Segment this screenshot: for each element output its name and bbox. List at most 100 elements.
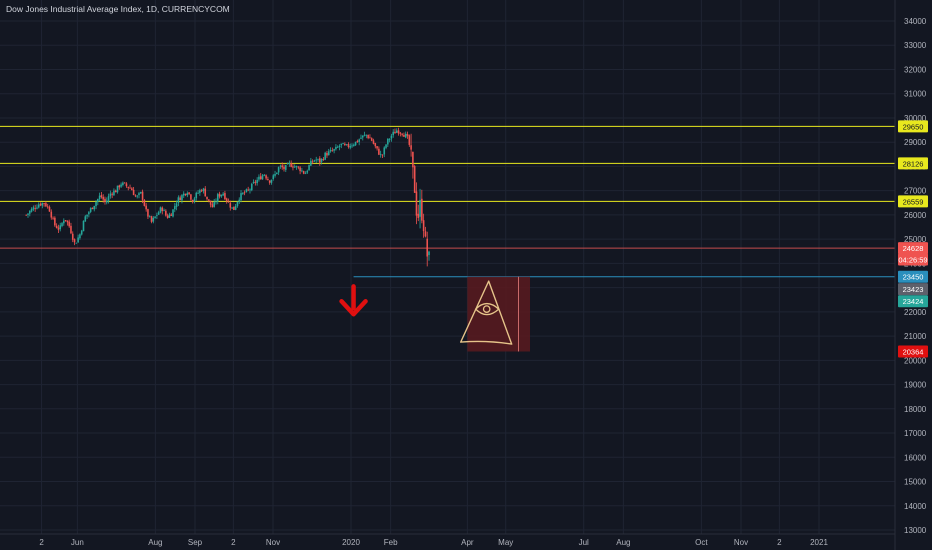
candle-body bbox=[152, 217, 155, 222]
candle-body bbox=[163, 210, 165, 212]
candle-body bbox=[134, 195, 137, 197]
price-tick-label: 14000 bbox=[904, 502, 927, 511]
candle-body bbox=[379, 154, 382, 155]
candle-body bbox=[75, 242, 78, 244]
candle-body bbox=[249, 189, 251, 191]
candle-body bbox=[306, 170, 309, 173]
price-tick-label: 21000 bbox=[904, 332, 927, 341]
candle-body bbox=[113, 190, 115, 196]
candle-body bbox=[404, 133, 407, 138]
time-tick-label: Nov bbox=[734, 538, 748, 547]
candle-body bbox=[428, 251, 430, 256]
price-tick-label: 31000 bbox=[904, 90, 927, 99]
candle-body bbox=[247, 189, 249, 191]
candle-body bbox=[401, 133, 403, 135]
triangle-sketch bbox=[459, 280, 513, 345]
candle-body bbox=[132, 189, 135, 196]
time-tick-label: Aug bbox=[616, 538, 630, 547]
candle-body bbox=[109, 193, 112, 197]
candle-body bbox=[79, 234, 81, 239]
candle-body bbox=[358, 139, 360, 142]
down-arrow-icon[interactable] bbox=[339, 284, 368, 317]
candle-body bbox=[243, 192, 246, 194]
candle-body bbox=[238, 199, 241, 202]
candle-body bbox=[281, 165, 284, 168]
candle-body bbox=[161, 207, 164, 211]
candle-body bbox=[426, 238, 429, 257]
candle-body bbox=[279, 165, 282, 167]
candle-body bbox=[225, 198, 228, 202]
candle-body bbox=[274, 173, 276, 176]
candle-body bbox=[97, 198, 99, 203]
time-tick-label: Nov bbox=[266, 538, 280, 547]
candle-body bbox=[80, 230, 83, 235]
eye-pupil-icon bbox=[482, 305, 491, 313]
candle-body bbox=[268, 180, 271, 183]
candle-body bbox=[64, 220, 67, 221]
candle-body bbox=[361, 135, 364, 138]
candle-body bbox=[145, 205, 147, 210]
candle-body bbox=[114, 190, 117, 193]
time-tick-label: 2 bbox=[777, 538, 782, 547]
candle-body bbox=[344, 143, 346, 145]
candle-body bbox=[392, 131, 394, 136]
candle-body bbox=[211, 204, 214, 208]
candle-body bbox=[199, 190, 201, 193]
time-tick-label: 2021 bbox=[810, 538, 828, 547]
candle-body bbox=[311, 161, 314, 163]
candle-body bbox=[242, 192, 244, 194]
candle-body bbox=[195, 192, 198, 199]
time-axis[interactable]: 2 Jun Aug Sep 2 Nov 2020 Feb Apr May Jul Aug Oct Nov 2… bbox=[0, 533, 895, 547]
candle-body bbox=[177, 197, 180, 203]
price-labels: 29650 28126 26559 24628 04:26:59 23450 23423 23… bbox=[898, 120, 928, 358]
candle-body bbox=[61, 223, 63, 227]
candle-body bbox=[138, 193, 140, 196]
candle-body bbox=[236, 201, 239, 207]
candle-body bbox=[123, 182, 126, 184]
candle-body bbox=[383, 147, 386, 155]
candle-body bbox=[259, 176, 262, 180]
time-tick-label: Aug bbox=[148, 538, 162, 547]
candle-body bbox=[270, 179, 273, 183]
price-label-badge bbox=[898, 157, 928, 170]
candle-body bbox=[250, 183, 253, 191]
candle-body bbox=[354, 141, 357, 146]
candle-body bbox=[216, 194, 219, 202]
price-label-badge bbox=[898, 195, 928, 208]
candle-body bbox=[256, 179, 258, 184]
candle-body bbox=[100, 195, 103, 198]
candle-body bbox=[327, 151, 330, 156]
candle-body bbox=[127, 186, 130, 188]
price-label-badge bbox=[898, 120, 928, 133]
candle-body bbox=[218, 193, 221, 197]
candle-body bbox=[422, 220, 425, 232]
candle-body bbox=[376, 146, 378, 149]
price-label-badge bbox=[898, 270, 928, 283]
candle-body bbox=[200, 190, 203, 192]
candle-body bbox=[165, 210, 167, 216]
price-tick-label: 26000 bbox=[904, 211, 927, 220]
price-tick-label: 22000 bbox=[904, 308, 927, 317]
candle-body bbox=[197, 192, 199, 194]
horizontal-levels[interactable] bbox=[0, 125, 895, 278]
price-tick-label: 16000 bbox=[904, 453, 927, 462]
price-label-text: 23450 bbox=[903, 273, 924, 282]
candle-body bbox=[335, 146, 337, 150]
candle-body bbox=[182, 193, 185, 196]
price-tick-label: 27000 bbox=[904, 187, 927, 196]
candle-body bbox=[30, 208, 33, 212]
candle-body bbox=[308, 165, 310, 171]
candle-body bbox=[120, 184, 122, 187]
candle-body bbox=[191, 199, 194, 203]
candle-body bbox=[27, 213, 29, 215]
candle-body bbox=[234, 206, 237, 210]
candle-body bbox=[381, 154, 384, 156]
target-box[interactable] bbox=[459, 276, 531, 352]
candle-body bbox=[356, 141, 359, 143]
price-label-text: 29650 bbox=[903, 122, 924, 131]
candle-body bbox=[410, 145, 412, 150]
